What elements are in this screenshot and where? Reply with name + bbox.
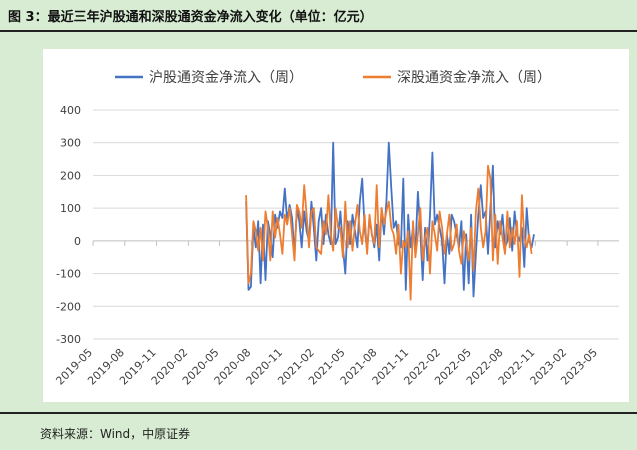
y-tick-label: 200 [60, 169, 81, 182]
legend-label-sz: 深股通资金净流入（周） [397, 70, 551, 86]
line-chart: 4003002001000-100-200-3002019-052019-082… [53, 70, 619, 388]
series-line-sz [245, 164, 533, 301]
footer-rule [0, 412, 637, 414]
y-tick-label: 300 [60, 137, 81, 150]
chart-panel: 400 300 200 100 0 -100 -200 -300 2019-05 2019-08 2… [43, 49, 629, 402]
y-tick-label: 0 [74, 235, 81, 248]
legend-label-sh: 沪股通资金净流入（周） [149, 70, 303, 86]
y-tick-label: -300 [56, 333, 81, 346]
source-note: 资料来源：Wind，中原证券 [40, 427, 191, 441]
y-tick-label: 400 [60, 104, 81, 117]
figure-title: 图 3：最近三年沪股通和深股通资金净流入变化（单位：亿元） [8, 10, 373, 25]
y-tick-label: 100 [60, 202, 81, 215]
y-tick-label: -100 [56, 268, 81, 281]
y-tick-label: -200 [56, 300, 81, 313]
title-rule [0, 30, 637, 32]
